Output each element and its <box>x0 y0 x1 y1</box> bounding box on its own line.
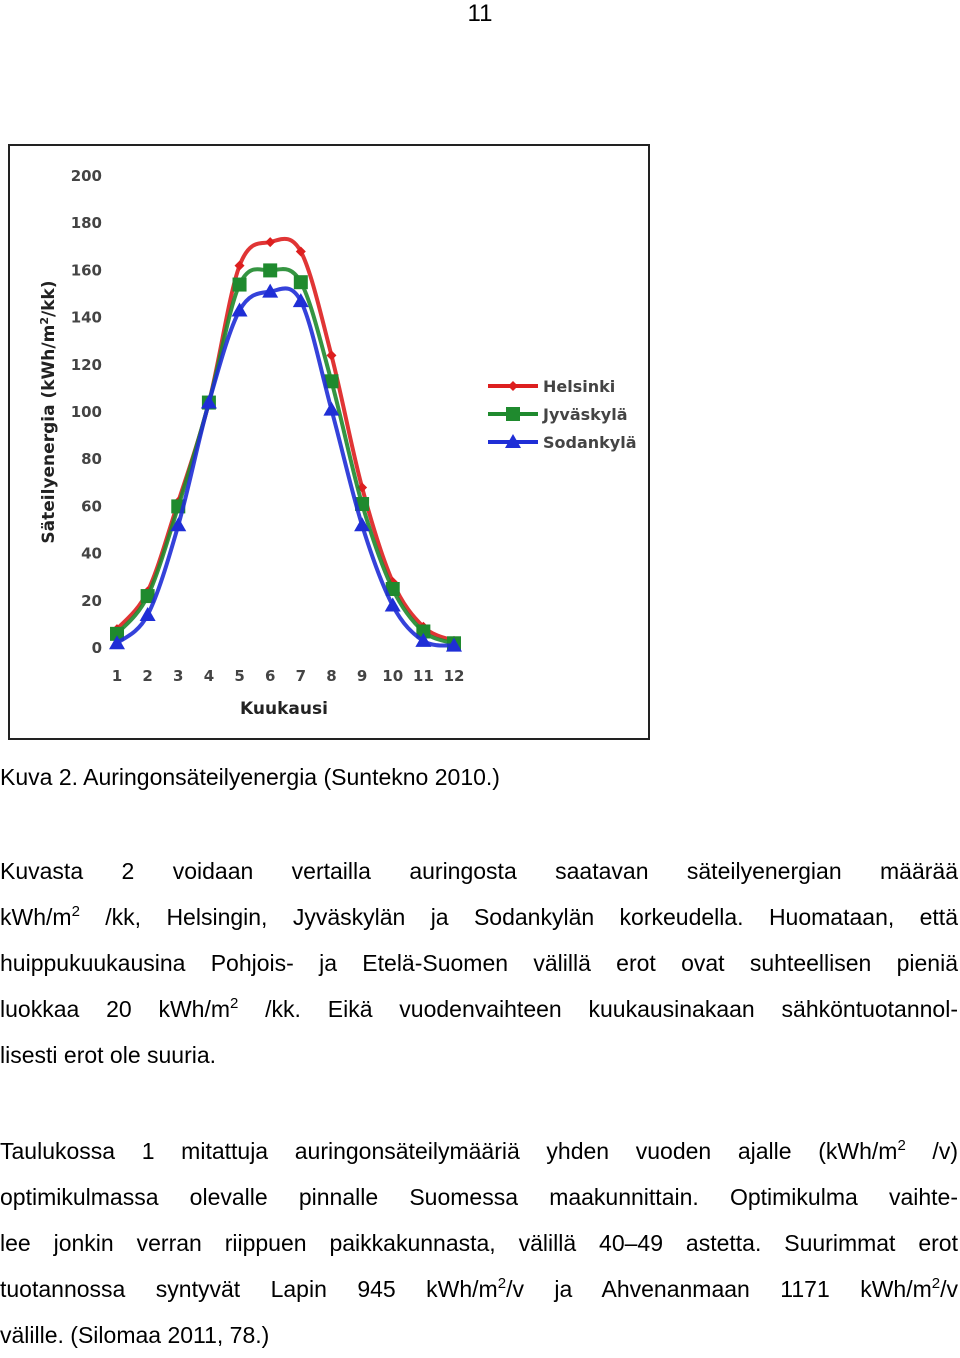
data-point-helsinki <box>234 260 245 271</box>
y-tick-label: 80 <box>81 450 102 468</box>
paragraph-1-line-1: Kuvasta 2 voidaan vertailla auringosta s… <box>0 858 958 884</box>
x-tick-label: 3 <box>173 667 183 685</box>
paragraph-2-line-2: optimikulmassa olevalle pinnalle Suomess… <box>0 1184 958 1210</box>
paragraph-1-line-5: lisesti erot ole suuria. <box>0 1042 217 1068</box>
data-point-jyv-skyl- <box>293 275 308 290</box>
paragraph-1-line-2: kWh/m2 /kk, Helsingin, Jyväskylän ja Sod… <box>0 894 958 940</box>
text-span: /v <box>940 1276 958 1302</box>
data-point-jyv-skyl- <box>416 624 431 639</box>
figure-frame: 0 20 40 60 80 100 120 140 160 180 200 1 2 3 4 5 6 7 8 9 10 11… <box>8 144 650 740</box>
y-tick-label: 200 <box>71 167 102 185</box>
data-point-sodankyl- <box>200 394 217 409</box>
data-point-jyv-skyl- <box>140 589 155 604</box>
data-point-sodankyl- <box>354 517 371 532</box>
x-tick-label: 11 <box>413 667 434 685</box>
data-point-sodankyl- <box>109 635 125 650</box>
data-point-sodankyl- <box>231 302 248 317</box>
x-axis-title: Kuukausi <box>240 699 328 719</box>
data-point-jyv-skyl- <box>324 374 339 389</box>
data-point-sodankyl- <box>139 606 156 621</box>
x-tick-label: 5 <box>234 667 244 685</box>
data-point-jyv-skyl- <box>385 582 400 596</box>
legend-marker-sodankyl- <box>505 434 521 448</box>
paragraph-1-line-3: huippukuukausina Pohjois- ja Etelä-Suome… <box>0 950 958 976</box>
paragraph-2-line-3: lee jonkin verran riippuen paikkakunnast… <box>0 1230 958 1256</box>
text-span: /kk, Helsingin, Jyväskylän ja Sodankylän… <box>79 904 958 930</box>
data-point-sodankyl- <box>415 632 432 647</box>
legend-label-sodankyl-: Sodankylä <box>543 433 637 452</box>
y-tick-label: 120 <box>71 356 102 374</box>
data-point-sodankyl- <box>384 597 401 612</box>
y-tick-label: 60 <box>81 497 102 515</box>
series-line-helsinki <box>115 236 455 643</box>
data-point-jyv-skyl- <box>232 277 247 292</box>
text-span: /v) <box>905 1138 958 1164</box>
legend-marker-jyv-skyl- <box>506 407 520 421</box>
y-tick-label: 0 <box>92 639 102 657</box>
text-span: /kk. Eikä vuodenvaihteen kuukausinakaan … <box>238 996 958 1022</box>
data-point-jyv-skyl- <box>110 626 124 641</box>
series-line-sodankyl- <box>115 286 455 648</box>
x-tick-label: 8 <box>326 667 336 685</box>
superscript: 2 <box>230 995 239 1012</box>
x-tick-label: 9 <box>357 667 367 685</box>
superscript: 2 <box>897 1137 906 1154</box>
y-tick-label: 180 <box>71 214 102 232</box>
y-tick-label: 160 <box>71 261 102 279</box>
legend-marker-helsinki <box>508 381 518 391</box>
text-span: /v ja Ahvenanmaan 1171 kWh/m <box>506 1276 932 1302</box>
y-tick-label: 100 <box>71 403 102 421</box>
paragraph-2-line-1: Taulukossa 1 mitattuja auringonsäteilymä… <box>0 1128 958 1174</box>
data-point-helsinki <box>265 237 276 248</box>
data-point-sodankyl- <box>323 401 340 416</box>
paragraph-2-line-4: tuotannossa syntyvät Lapin 945 kWh/m2/v … <box>0 1266 958 1312</box>
figure-caption: Kuva 2. Auringonsäteilyenergia (Suntekno… <box>0 764 500 790</box>
data-point-helsinki <box>326 350 337 361</box>
x-tick-label: 7 <box>296 667 306 685</box>
series-line-jyv-skyl- <box>115 267 455 646</box>
x-tick-label: 10 <box>382 667 403 685</box>
text-span: luokkaa 20 kWh/m <box>0 996 231 1022</box>
superscript: 2 <box>497 1275 507 1292</box>
data-point-helsinki <box>295 246 306 257</box>
data-point-sodankyl- <box>262 283 279 298</box>
x-tick-label: 6 <box>265 667 275 685</box>
superscript: 2 <box>71 903 80 920</box>
text-span: tuotannossa syntyvät Lapin 945 kWh/m <box>0 1276 498 1302</box>
paragraph-2: Taulukossa 1 mitattuja auringonsäteilymä… <box>0 1128 958 1358</box>
x-tick-label: 1 <box>112 667 122 685</box>
legend-label-helsinki: Helsinki <box>543 377 615 396</box>
x-tick-label: 4 <box>204 667 214 685</box>
y-tick-label: 140 <box>71 309 102 327</box>
y-tick-label: 20 <box>81 592 102 610</box>
text-span: kWh/m <box>0 904 72 930</box>
legend-label-jyv-skyl-: Jyväskylä <box>542 405 627 424</box>
page-number: 11 <box>467 0 493 27</box>
y-axis-title: Säteilyenergia (kWh/m2/kk) <box>38 280 59 543</box>
data-point-sodankyl- <box>292 293 309 308</box>
x-tick-label: 2 <box>142 667 152 685</box>
data-point-sodankyl- <box>170 517 187 532</box>
data-point-sodankyl- <box>446 637 462 652</box>
paragraph-2-line-5: välille. (Silomaa 2011, 78.) <box>0 1322 270 1348</box>
superscript: 2 <box>931 1275 941 1292</box>
data-point-jyv-skyl- <box>263 263 278 278</box>
x-tick-label: 12 <box>444 667 465 685</box>
text-span: Taulukossa 1 mitattuja auringonsäteilymä… <box>0 1138 898 1164</box>
paragraph-1-line-4: luokkaa 20 kWh/m2 /kk. Eikä vuodenvaihte… <box>0 986 958 1032</box>
y-tick-label: 40 <box>81 545 102 563</box>
paragraph-1: Kuvasta 2 voidaan vertailla auringosta s… <box>0 848 958 1078</box>
